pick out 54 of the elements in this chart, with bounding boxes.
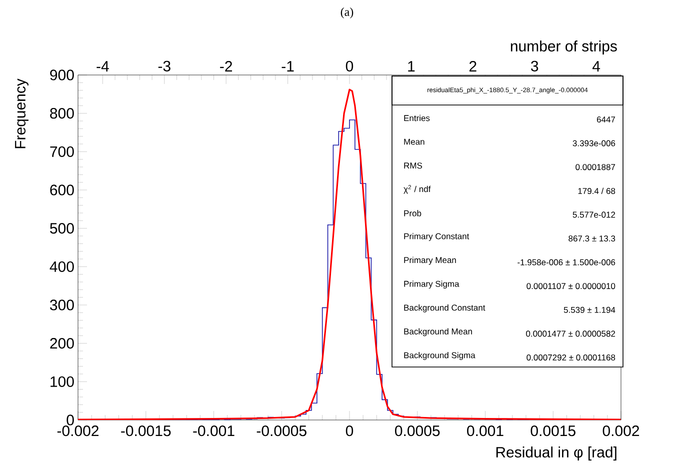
annotation: 0.0001887: [576, 164, 616, 170]
annotation: Background Sigma: [404, 352, 476, 360]
y-tick-label: 600: [50, 184, 74, 196]
x2-tick-label: 3: [531, 60, 538, 72]
x-tick-label: -0.002: [57, 426, 99, 436]
y-tick-label: 100: [50, 376, 74, 387]
x2-tick-label: 0: [346, 60, 354, 72]
x-tick-label: 0.0015: [530, 426, 576, 436]
y-axis-title: Frequency: [15, 78, 28, 148]
annotation: 179.4 / 68: [578, 188, 616, 194]
x2-axis-title: number of strips: [510, 40, 617, 54]
x2-tick-label: -3: [158, 60, 170, 72]
annotation: Background Mean: [404, 328, 472, 336]
annotation: χ$^{2}$ / ndf: [404, 185, 431, 194]
y-tick-label: 300: [50, 300, 74, 310]
x2-tick-label: 4: [592, 61, 600, 72]
y-tick-label: 900: [50, 70, 74, 80]
x-tick-label: 0: [346, 426, 354, 436]
x2-tick-label: -1: [282, 61, 294, 72]
annotation: Entries: [404, 114, 430, 122]
annotation: 0.0007292 ± 0.0001168: [526, 354, 616, 360]
annotation: -1.958e-006 ± 1.500e-006: [518, 259, 616, 266]
x-tick-label: 0.001: [467, 426, 504, 436]
annotation: 0.0001107 ± 0.0000010: [526, 283, 616, 290]
y-tick-label: 0: [66, 414, 74, 426]
x-tick-label: -0.0015: [121, 426, 171, 436]
annotation: Primary Mean: [404, 256, 456, 265]
x-tick-label: 0.0005: [395, 426, 440, 436]
annotation: Mean: [404, 138, 424, 145]
annotation: 0.0001477 ± 0.0000582: [526, 330, 616, 337]
annotation: 5.539 ± 1.194: [564, 306, 616, 313]
annotation: 867.3 ± 13.3: [568, 235, 616, 242]
annotation: Background Constant: [404, 304, 486, 312]
annotation: Primary Sigma: [404, 280, 460, 289]
chart-title: (a): [340, 8, 354, 18]
y-tick-label: 700: [50, 146, 74, 157]
x2-tick-label: -2: [220, 60, 232, 72]
y-tick-label: 200: [50, 338, 74, 349]
x2-tick-label: 1: [408, 61, 415, 72]
y-tick-label: 500: [50, 223, 74, 234]
x2-tick-label: -4: [96, 61, 109, 72]
annotation: Primary Constant: [404, 233, 470, 241]
y-tick-label: 400: [50, 261, 74, 272]
annotation: 6447: [596, 116, 616, 122]
y-tick-label: 800: [50, 108, 74, 119]
x-tick-label: -0.001: [193, 426, 234, 436]
annotation: Prob: [404, 210, 422, 216]
x2-tick-label: 2: [469, 60, 476, 72]
annotation: 5.577e-012: [572, 212, 616, 218]
annotation: 3.393e-006: [572, 140, 616, 146]
annotation: RMS: [404, 162, 422, 169]
x-axis-title: Residual in φ [rad]: [496, 446, 616, 460]
x-tick-label: 0.002: [602, 426, 640, 436]
x-tick-label: -0.0005: [256, 426, 306, 436]
